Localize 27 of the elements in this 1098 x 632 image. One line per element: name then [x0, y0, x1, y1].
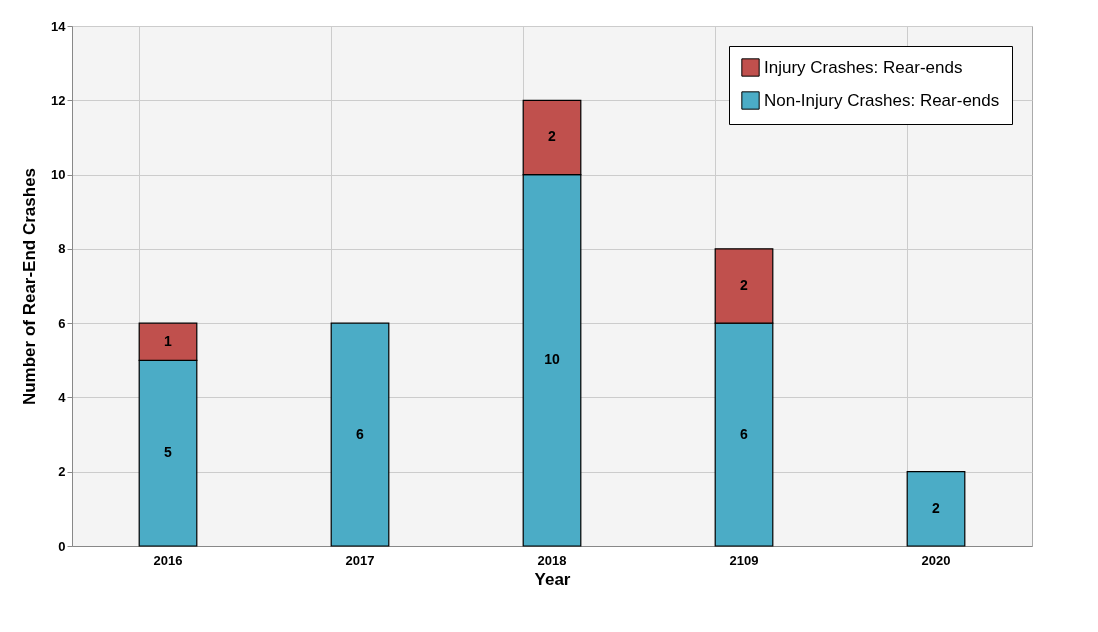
y-tick-label: 6 — [58, 315, 66, 331]
legend-label: Non-Injury Crashes: Rear-ends — [764, 90, 1000, 110]
legend-label: Injury Crashes: Rear-ends — [764, 57, 963, 77]
x-tick-label: 2017 — [345, 552, 375, 568]
x-tick-label: 2109 — [729, 552, 759, 568]
y-tick-label: 8 — [58, 241, 66, 257]
y-tick-label: 4 — [58, 389, 67, 405]
data-label: 6 — [740, 425, 749, 442]
y-tick-label: 12 — [51, 92, 66, 108]
data-label: 2 — [548, 128, 557, 145]
data-label: 1 — [164, 332, 173, 349]
y-tick-label: 2 — [58, 464, 66, 480]
data-label: 10 — [544, 351, 560, 368]
x-axis-title: Year — [534, 569, 571, 589]
x-tick-label: 2020 — [921, 552, 951, 568]
bar — [330, 322, 390, 547]
y-tick-label: 10 — [51, 167, 66, 183]
data-label: 2 — [740, 277, 749, 293]
y-tick-label: 0 — [58, 538, 66, 554]
x-tick-label: 2018 — [537, 552, 567, 568]
bar — [906, 471, 966, 547]
y-axis-title: Number of Rear-End Crashes — [20, 167, 40, 406]
y-tick-label: 14 — [51, 18, 67, 34]
data-label: 5 — [164, 444, 173, 461]
x-tick-label: 2016 — [153, 552, 183, 568]
data-label: 6 — [356, 425, 365, 442]
data-label: 2 — [932, 499, 941, 516]
